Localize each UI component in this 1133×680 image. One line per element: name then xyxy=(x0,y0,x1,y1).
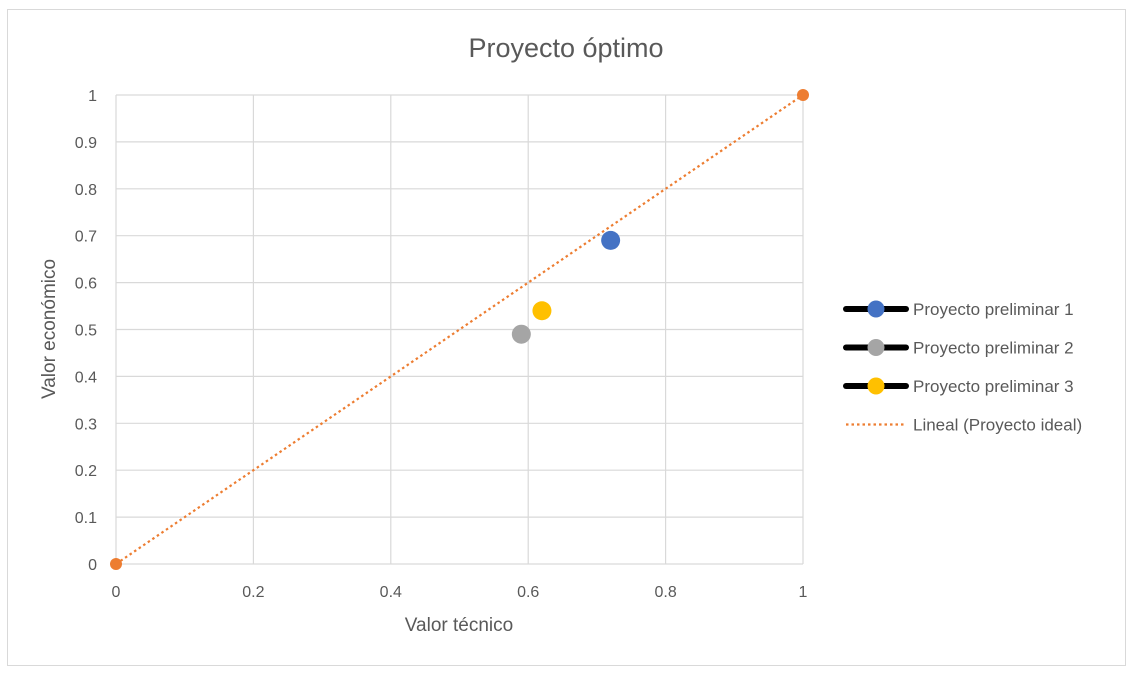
data-points xyxy=(110,89,809,570)
y-tick-label: 0.8 xyxy=(75,182,97,199)
point-proyecto-ideal xyxy=(797,89,809,101)
y-tick-label: 0.7 xyxy=(75,229,97,246)
point-proyecto-preliminar-1 xyxy=(601,230,621,250)
trendline-layer xyxy=(115,94,804,565)
point-proyecto-preliminar-3 xyxy=(532,301,552,321)
y-tick-label: 0.6 xyxy=(75,276,97,293)
y-tick-label: 0.2 xyxy=(75,463,97,480)
x-tick-label: 0.8 xyxy=(654,584,676,601)
legend-marker-proyecto-preliminar-1 xyxy=(867,300,885,318)
point-proyecto-ideal xyxy=(110,558,122,570)
legend-marker-proyecto-preliminar-3 xyxy=(867,377,885,395)
y-tick-label: 0.9 xyxy=(75,135,97,152)
legend-label-proyecto-preliminar-3: Proyecto preliminar 3 xyxy=(913,377,1074,396)
y-axis-label: Valor económico xyxy=(39,259,60,399)
y-tick-label: 0.1 xyxy=(75,510,97,527)
y-tick-label: 0.5 xyxy=(75,323,97,340)
gridlines xyxy=(115,94,804,565)
chart-border xyxy=(7,9,1126,666)
legend-marker-proyecto-preliminar-2 xyxy=(867,339,885,356)
y-tick-label: 1 xyxy=(88,88,97,105)
x-tick-label: 1 xyxy=(799,584,808,601)
x-axis-label: Valor técnico xyxy=(405,615,513,636)
trendline xyxy=(115,94,804,565)
legend-label-proyecto-preliminar-2: Proyecto preliminar 2 xyxy=(913,339,1074,358)
point-proyecto-preliminar-2 xyxy=(511,324,531,344)
chart-title: Proyecto óptimo xyxy=(468,33,663,63)
legend-label-trendline: Lineal (Proyecto ideal) xyxy=(913,416,1082,435)
y-tick-label: 0 xyxy=(88,557,97,574)
x-tick-label: 0.4 xyxy=(380,584,402,601)
y-tick-label: 0.3 xyxy=(75,416,97,433)
x-tick-label: 0.2 xyxy=(242,584,264,601)
tick-labels: 0 0.1 0.2 0.3 0.4 0.5 0.6 0.7 0.8 0.9 1 0 0.2 0.4 0.6 0… xyxy=(75,88,808,601)
y-tick-label: 0.4 xyxy=(75,369,97,386)
x-tick-label: 0 xyxy=(112,584,121,601)
x-tick-label: 0.6 xyxy=(517,584,539,601)
legend: Proyecto preliminar 1 Proyecto preliminar… xyxy=(843,300,1082,435)
legend-label-proyecto-preliminar-1: Proyecto preliminar 1 xyxy=(913,300,1074,319)
